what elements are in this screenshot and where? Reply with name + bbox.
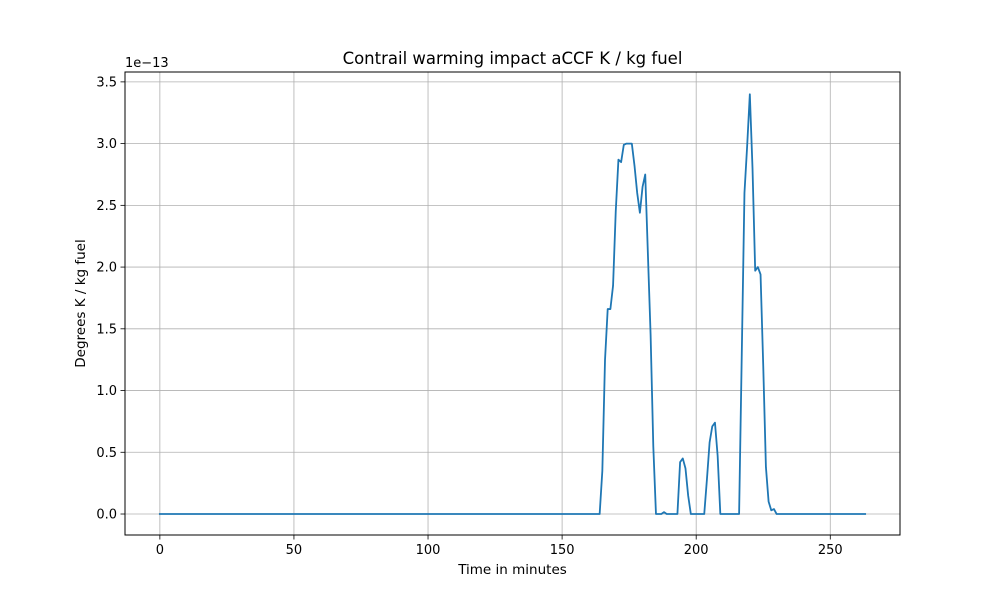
y-tick-label: 1.5 — [96, 322, 117, 337]
y-tick-label: 2.5 — [96, 199, 117, 214]
y-axis-label: Degrees K / kg fuel — [73, 239, 89, 368]
x-tick-label: 150 — [550, 543, 575, 558]
axis-ticks: 0 50 100 150 200 250 0.0 0.5 1.0 1.5 2.0 2.5 3.0 3.5 — [96, 75, 842, 558]
x-tick-label: 100 — [416, 543, 441, 558]
plot-lines — [158, 93, 867, 515]
series-line — [158, 93, 867, 515]
x-tick-label: 0 — [156, 543, 164, 558]
y-axis-offset-label: 1e−13 — [125, 56, 169, 71]
y-tick-label: 3.5 — [96, 75, 117, 90]
x-tick-label: 50 — [286, 543, 303, 558]
y-tick-label: 0.5 — [96, 446, 117, 461]
y-tick-label: 1.0 — [96, 384, 117, 399]
y-tick-label: 2.0 — [96, 261, 117, 276]
y-tick-label: 3.0 — [96, 137, 117, 152]
x-tick-label: 250 — [818, 543, 843, 558]
y-tick-label: 0.0 — [96, 508, 117, 523]
x-axis-label: Time in minutes — [457, 562, 567, 578]
chart-title: Contrail warming impact aCCF K / kg fuel — [343, 49, 683, 68]
plot-frame — [124, 71, 901, 536]
grid — [125, 72, 900, 535]
x-tick-label: 200 — [684, 543, 709, 558]
